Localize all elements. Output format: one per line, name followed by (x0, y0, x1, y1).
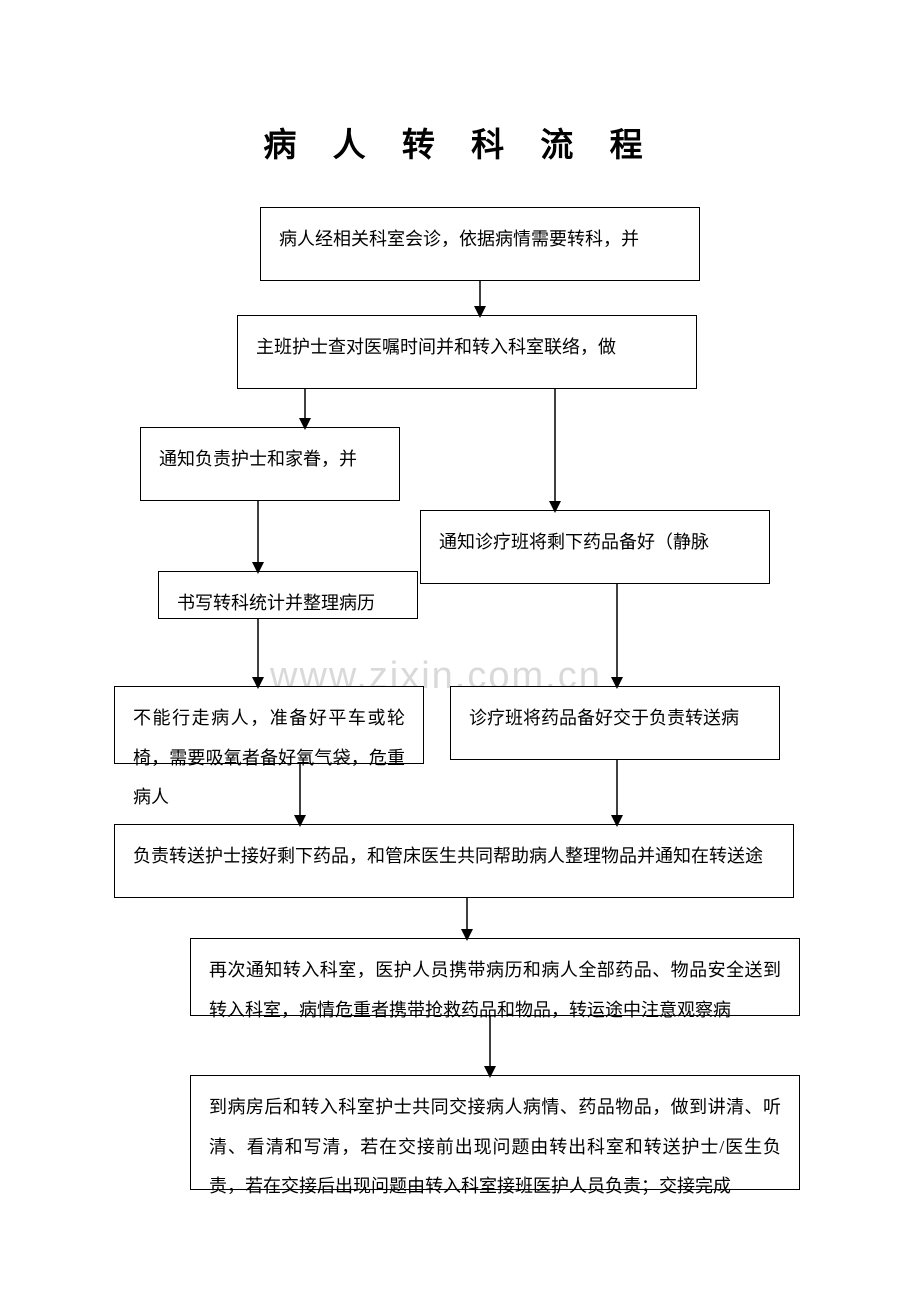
flow-node-transfer-prep: 负责转送护士接好剩下药品，和管床医生共同帮助病人整理物品并通知在转送途 (114, 824, 794, 898)
flow-node-prepare-meds: 通知诊疗班将剩下药品备好（静脉 (420, 510, 770, 584)
flow-node-meds-handover: 诊疗班将药品备好交于负责转送病 (450, 686, 780, 760)
flow-node-prepare-transport: 不能行走病人，准备好平车或轮椅，需要吸氧者备好氧气袋，危重病人 (114, 686, 424, 764)
flow-node-transport: 再次通知转入科室，医护人员携带病历和病人全部药品、物品安全送到转入科室，病情危重… (190, 938, 800, 1016)
flow-node-handover-complete: 到病房后和转入科室护士共同交接病人病情、药品物品，做到讲清、听清、看清和写清，若… (190, 1075, 800, 1190)
flow-node-consultation: 病人经相关科室会诊，依据病情需要转科，并 (260, 207, 700, 281)
page-title: 病 人 转 科 流 程 (0, 118, 920, 166)
flow-node-write-record: 书写转科统计并整理病历 (158, 571, 418, 619)
flow-node-nurse-check: 主班护士查对医嘱时间并和转入科室联络，做 (237, 315, 697, 389)
flow-node-notify-family: 通知负责护士和家眷，并 (140, 427, 400, 501)
